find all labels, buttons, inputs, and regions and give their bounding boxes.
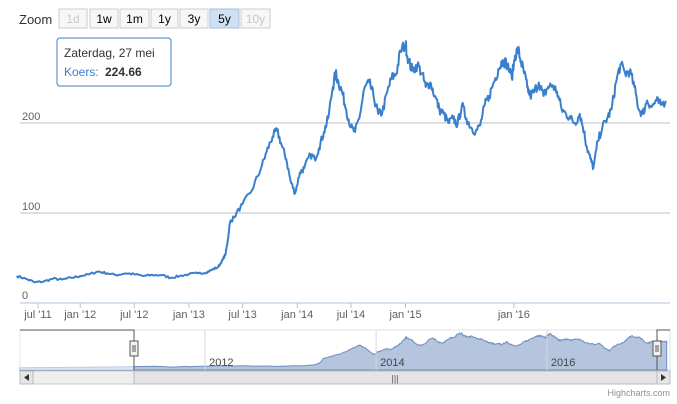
arrow-right-icon <box>661 374 666 381</box>
x-tick-label: jan '16 <box>497 309 530 321</box>
zoom-button-5y[interactable]: 5y <box>209 8 240 29</box>
navigator-year-ticks: 2012 2014 2016 <box>204 330 575 370</box>
zoom-button-1w[interactable]: 1w <box>89 8 119 29</box>
x-tick-label: jul '13 <box>227 309 256 321</box>
zoom-button-label: 10y <box>246 12 265 26</box>
y-tick-label: 0 <box>22 290 28 302</box>
navigator[interactable]: 2012 2014 2016 <box>19 329 671 371</box>
tooltip-date: Zaterdag, 27 mei <box>64 46 155 60</box>
zoom-buttons: 1d 1w 1m 1y 3y 5y 10y <box>58 8 271 29</box>
zoom-button-label: 1w <box>96 12 112 26</box>
arrow-left-icon <box>24 374 29 381</box>
tooltip-series-label: Koers: <box>64 65 99 79</box>
zoom-label: Zoom <box>19 12 52 27</box>
x-axis-labels: jul '11 jan '12 jul '12 jan '13 jul '13 jan '… <box>23 303 530 321</box>
zoom-button-label: 5y <box>218 12 231 26</box>
zoom-button-1d: 1d <box>58 8 88 29</box>
y-gridlines <box>20 122 670 214</box>
zoom-button-1m[interactable]: 1m <box>119 8 150 29</box>
zoom-button-label: 1y <box>158 12 171 26</box>
navigator-mask-left <box>20 330 134 370</box>
zoom-button-label: 1d <box>66 12 79 26</box>
x-tick-label: jan '15 <box>389 309 422 321</box>
x-tick-label: jan '13 <box>172 309 205 321</box>
zoom-button-label: 1m <box>126 12 143 26</box>
x-tick-label: jul '14 <box>336 309 365 321</box>
y-axis-labels: 0 100 200 <box>22 111 40 302</box>
x-tick-label: jul '11 <box>23 309 52 321</box>
navigator-handle-right[interactable] <box>652 340 662 357</box>
navigator-scrollbar[interactable]: ||| <box>19 370 671 385</box>
x-tick-label: jul '12 <box>119 309 148 321</box>
scrollbar-left-arrow[interactable] <box>19 370 34 385</box>
navigator-series-area <box>19 331 668 371</box>
navigator-year-label: 2014 <box>380 357 404 369</box>
x-tick-label: jan '14 <box>280 309 313 321</box>
y-tick-label: 200 <box>22 111 40 123</box>
x-tick-label: jan '12 <box>63 309 96 321</box>
credits-link[interactable]: Highcharts.com <box>607 388 670 398</box>
scrollbar-grip[interactable]: ||| <box>391 374 398 384</box>
tooltip-value: 224.66 <box>105 65 142 79</box>
zoom-button-1y[interactable]: 1y <box>150 8 179 29</box>
scrollbar-right-arrow[interactable] <box>656 370 671 385</box>
zoom-button-label: 3y <box>188 12 201 26</box>
tooltip-box <box>56 37 172 87</box>
zoom-button-3y[interactable]: 3y <box>179 8 209 29</box>
y-tick-label: 100 <box>22 201 40 213</box>
zoom-selector: Zoom 1d 1w 1m 1y 3y 5y 10y <box>19 8 271 29</box>
navigator-outline <box>20 329 670 370</box>
price-series-line[interactable] <box>15 40 667 284</box>
navigator-year-label: 2016 <box>551 357 575 369</box>
navigator-year-label: 2012 <box>209 357 233 369</box>
navigator-handle-left[interactable] <box>129 340 139 357</box>
tooltip: Zaterdag, 27 mei Koers: 224.66 <box>56 37 172 87</box>
zoom-button-10y: 10y <box>240 8 271 29</box>
